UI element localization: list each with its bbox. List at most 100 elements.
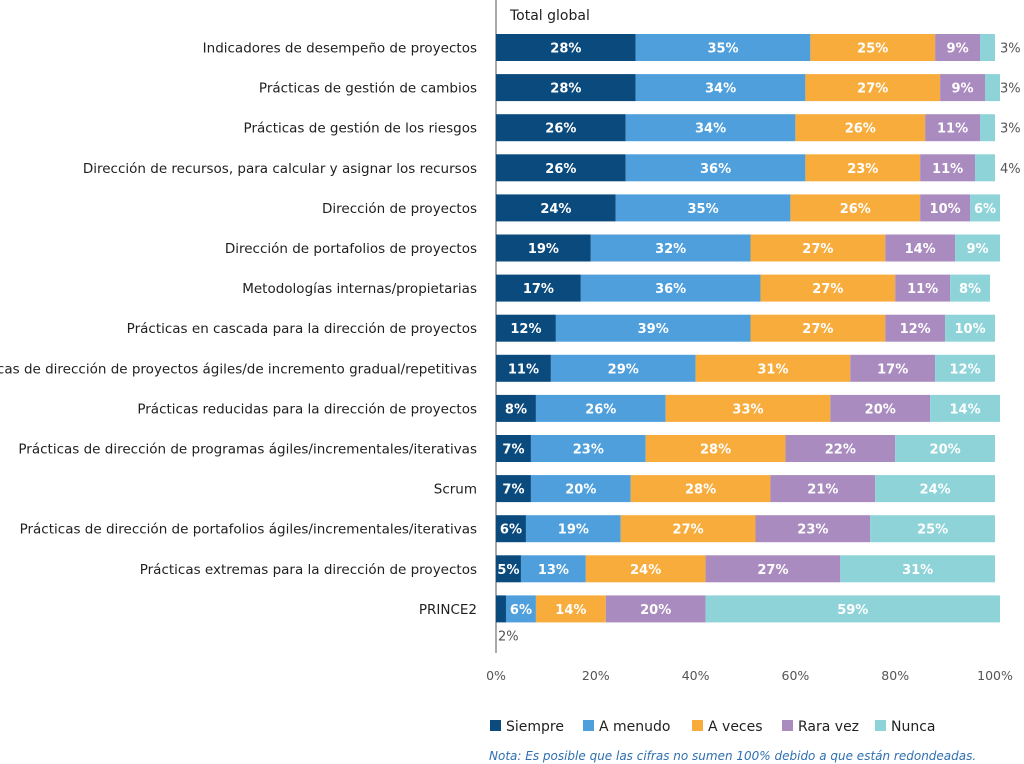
data-label: 39% bbox=[638, 322, 669, 337]
bar-segment bbox=[980, 34, 995, 61]
bar-segment bbox=[496, 234, 591, 262]
category-label: Dirección de proyectos bbox=[322, 201, 477, 217]
data-label: 22% bbox=[825, 443, 856, 458]
data-label: 25% bbox=[917, 523, 948, 538]
data-label: 10% bbox=[954, 322, 985, 337]
data-label: 23% bbox=[847, 162, 878, 177]
data-label: 26% bbox=[545, 162, 576, 177]
bar-segment bbox=[530, 475, 631, 503]
bar-segment bbox=[605, 595, 706, 623]
bar-segment bbox=[985, 74, 1000, 102]
data-label: 3% bbox=[1000, 122, 1021, 137]
data-label: 31% bbox=[757, 362, 788, 377]
data-label: 17% bbox=[877, 362, 908, 377]
data-label: 13% bbox=[538, 563, 569, 578]
bar-segment bbox=[705, 595, 1000, 623]
category-label: Dirección de recursos, para calcular y a… bbox=[83, 161, 477, 177]
data-label: 27% bbox=[673, 523, 704, 538]
data-label: 26% bbox=[845, 122, 876, 137]
bar-segment bbox=[550, 354, 696, 382]
bar-segment bbox=[496, 274, 581, 302]
bar-segment bbox=[925, 114, 981, 142]
data-label: 31% bbox=[902, 563, 933, 578]
bar-segment bbox=[505, 595, 536, 623]
bar-segment bbox=[980, 114, 995, 142]
data-label: 6% bbox=[510, 603, 532, 618]
data-label: 27% bbox=[802, 242, 833, 257]
x-tick-label: 20% bbox=[582, 668, 610, 683]
bar-segment bbox=[840, 555, 995, 583]
bar-segment bbox=[930, 394, 1000, 422]
bar-segment bbox=[496, 74, 636, 102]
data-label: 6% bbox=[500, 523, 522, 538]
bar-segment bbox=[805, 154, 921, 182]
legend-label: Siempre bbox=[506, 719, 564, 735]
legend-swatch bbox=[583, 720, 594, 731]
data-label: 3% bbox=[1000, 42, 1021, 57]
plot-area: Indicadores de desempeño de proyectos 28%… bbox=[0, 34, 1021, 644]
data-label: 28% bbox=[550, 42, 581, 57]
bar-segment bbox=[895, 274, 951, 302]
data-label: 20% bbox=[640, 603, 671, 618]
data-label: 12% bbox=[510, 322, 541, 337]
category-label: Prácticas de dirección de proyectos ágil… bbox=[0, 361, 477, 377]
bar-segment bbox=[940, 74, 986, 102]
data-label: 27% bbox=[857, 82, 888, 97]
bar-segment bbox=[635, 74, 806, 102]
bar-segment bbox=[615, 194, 791, 222]
bar-segment bbox=[795, 114, 926, 142]
data-label: 24% bbox=[630, 563, 661, 578]
data-label: 14% bbox=[949, 402, 980, 417]
bar-segment bbox=[496, 595, 506, 623]
legend-swatch bbox=[490, 720, 501, 731]
bar-segment bbox=[625, 114, 796, 142]
data-label: 23% bbox=[797, 523, 828, 538]
data-label: 5% bbox=[497, 563, 519, 578]
x-tick-label: 80% bbox=[881, 668, 909, 683]
x-tick-label: 0% bbox=[486, 668, 506, 683]
bar-segment bbox=[496, 354, 551, 382]
bar-segment bbox=[535, 394, 666, 422]
bar-segment bbox=[920, 194, 971, 222]
bar-segment bbox=[935, 34, 981, 61]
data-label: 8% bbox=[959, 282, 981, 297]
bar-segment bbox=[496, 475, 531, 503]
data-label: 28% bbox=[700, 443, 731, 458]
legend-label: A veces bbox=[708, 719, 763, 735]
data-label: 25% bbox=[857, 42, 888, 57]
bar-segment bbox=[875, 475, 995, 503]
data-label: 7% bbox=[502, 483, 524, 498]
data-label: 10% bbox=[930, 202, 961, 217]
bar-segment bbox=[555, 314, 751, 342]
data-label: 28% bbox=[550, 82, 581, 97]
bar-segment bbox=[630, 475, 771, 503]
data-label: 14% bbox=[905, 242, 936, 257]
data-label: 9% bbox=[947, 42, 969, 57]
bar-segment bbox=[920, 154, 976, 182]
bar-segment bbox=[790, 194, 921, 222]
data-label: 35% bbox=[707, 42, 738, 57]
bar-segment bbox=[520, 555, 586, 583]
category-label: Prácticas de gestión de los riesgos bbox=[244, 121, 477, 137]
data-label: 11% bbox=[508, 362, 539, 377]
data-label: 34% bbox=[705, 82, 736, 97]
bar-segment bbox=[770, 475, 876, 503]
category-label: Prácticas de gestión de cambios bbox=[259, 81, 477, 97]
data-label: 24% bbox=[540, 202, 571, 217]
bar-segment bbox=[695, 354, 851, 382]
data-label: 23% bbox=[573, 443, 604, 458]
data-label: 12% bbox=[900, 322, 931, 337]
bar-segment bbox=[755, 515, 871, 543]
data-label: 14% bbox=[555, 603, 586, 618]
bar-segment bbox=[535, 595, 606, 623]
data-label: 8% bbox=[505, 402, 527, 417]
data-label: 11% bbox=[932, 162, 963, 177]
bar-segment bbox=[585, 555, 706, 583]
data-label: 19% bbox=[558, 523, 589, 538]
data-label: 9% bbox=[952, 82, 974, 97]
category-label: Dirección de portafolios de proyectos bbox=[225, 241, 477, 257]
data-label: 20% bbox=[865, 402, 896, 417]
data-label: 29% bbox=[608, 362, 639, 377]
data-label: 3% bbox=[1000, 82, 1021, 97]
bar-segment bbox=[635, 34, 811, 61]
